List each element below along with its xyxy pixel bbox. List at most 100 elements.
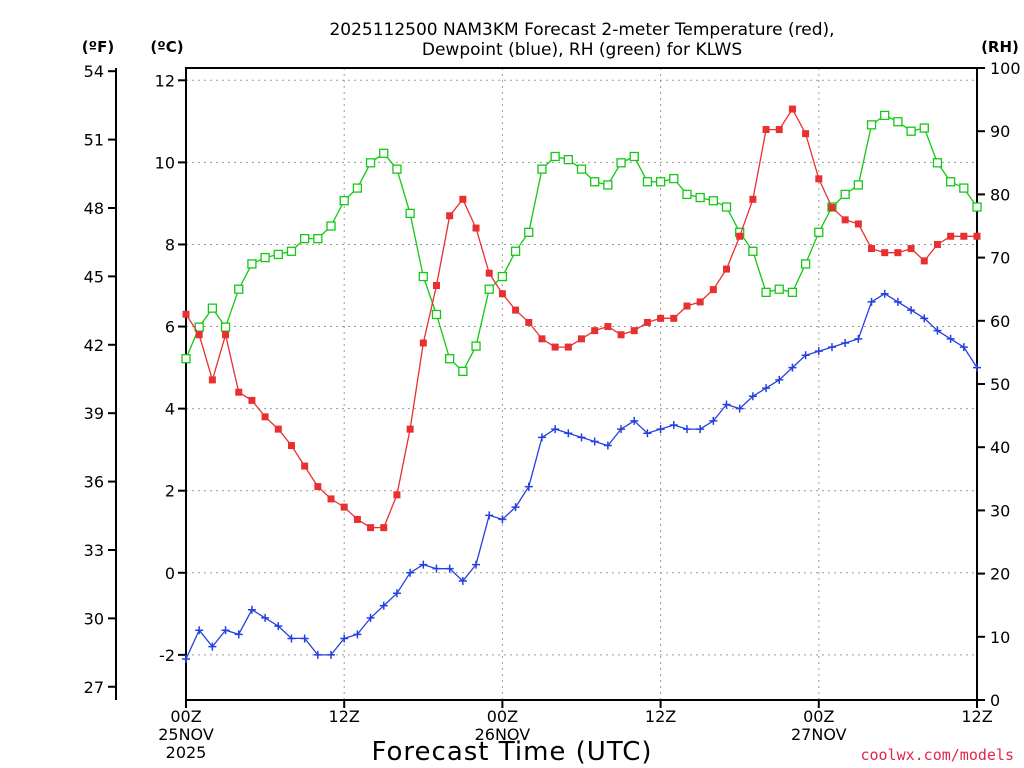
rh-point [880, 110, 890, 121]
rh-tick-label: 80 [990, 185, 1010, 204]
rh-point [207, 303, 218, 313]
dewpoint-point [406, 568, 415, 577]
temperature-point [643, 318, 651, 326]
dewpoint-point [287, 634, 296, 643]
rh-tick-label: 100 [990, 59, 1021, 78]
temperature-point [301, 462, 309, 470]
temperature-point [538, 335, 546, 343]
celsius-tick-label: -2 [159, 646, 175, 665]
temperature-point [933, 240, 941, 248]
temperature-point [380, 524, 388, 532]
dewpoint-point [498, 515, 507, 524]
temperature-point [208, 376, 216, 384]
dewpoint-point [485, 511, 494, 520]
dewpoint-point [959, 343, 968, 352]
rh-tick-label: 40 [990, 438, 1010, 457]
x-axis-title: Forecast Time (UTC) [371, 737, 652, 767]
rh-point [919, 123, 929, 133]
rh-series [181, 110, 982, 377]
rh-tick-label: 90 [990, 122, 1010, 141]
temperature-point [762, 126, 770, 134]
rh-point [537, 164, 547, 174]
temperature-point [960, 232, 968, 240]
rh-point [893, 117, 903, 127]
rh-point [642, 177, 653, 187]
rh-point [959, 183, 969, 193]
dewpoint-point [590, 437, 599, 446]
celsius-tick-label: 4 [165, 400, 175, 419]
temperature-point [670, 314, 678, 322]
fahrenheit-tick-label: 51 [84, 131, 104, 150]
rh-point [220, 322, 231, 332]
temperature-point [683, 302, 691, 310]
dewpoint-point [247, 605, 256, 614]
dewpoint-point [327, 650, 336, 659]
dewpoint-point [656, 425, 665, 434]
rh-tick-label: 70 [990, 249, 1010, 268]
rh-point [787, 287, 798, 298]
dewpoint-point [973, 363, 981, 372]
dewpoint-point [630, 416, 639, 425]
dewpoint-point [696, 425, 705, 434]
grid-lines [186, 68, 977, 700]
rh-point [273, 249, 283, 260]
rh-point [247, 259, 257, 269]
temperature-point [947, 232, 955, 240]
rh-tick-label: 50 [990, 375, 1010, 394]
time-tick-label: 12Z [961, 707, 992, 726]
chart-title: 2025112500 NAM3KM Forecast 2-meter Tempe… [329, 20, 834, 60]
rh-point [431, 309, 442, 320]
temperature-point [802, 130, 810, 138]
temperature-point [261, 413, 269, 421]
fahrenheit-tick-label: 30 [84, 609, 104, 628]
temperature-point [485, 269, 493, 277]
temperature-point [578, 335, 585, 343]
rh-point [510, 246, 521, 256]
rh-point [853, 180, 863, 190]
temperature-point [472, 224, 480, 232]
rh-point [748, 246, 758, 256]
chart-title-line-1: 2025112500 NAM3KM Forecast 2-meter Tempe… [329, 20, 834, 40]
dewpoint-point [419, 560, 428, 569]
rh-point [603, 180, 613, 190]
dewpoint-point [208, 642, 217, 651]
rh-line [185, 114, 978, 373]
rh-point [669, 173, 679, 184]
time-tick-label: 2025 [166, 743, 207, 762]
temperature-point [235, 388, 243, 396]
rh-point [313, 233, 323, 244]
rh-point [761, 287, 771, 298]
temperature-point [894, 249, 902, 257]
temperature-point [564, 343, 572, 351]
rh-point [260, 252, 270, 263]
fahrenheit-tick-label: 33 [84, 541, 104, 560]
dewpoint-point [617, 425, 626, 434]
rh-point [458, 366, 468, 377]
rh-point [234, 284, 244, 294]
rh-point [418, 271, 428, 282]
rh-point [445, 354, 455, 364]
temperature-point [709, 286, 717, 294]
rh-point [286, 246, 297, 256]
dewpoint-point [366, 613, 375, 622]
temperature-point [446, 212, 454, 220]
celsius-tick-label: 8 [165, 235, 175, 254]
rh-point [563, 154, 573, 165]
dewpoint-point [577, 433, 586, 442]
rh-point [932, 158, 943, 168]
rh-tick-label: 30 [990, 501, 1010, 520]
rh-point [352, 183, 363, 193]
fahrenheit-tick-label: 39 [84, 404, 104, 423]
dewpoint-point [682, 425, 691, 434]
temperature-point [222, 331, 230, 339]
celsius-tick-label: 0 [165, 564, 175, 583]
dewpoint-point [603, 441, 612, 450]
temperature-point [657, 314, 665, 322]
rh-point [576, 164, 587, 174]
dewpoint-point [867, 297, 876, 306]
temperature-point [314, 483, 322, 491]
celsius-tick-label: 2 [165, 482, 175, 501]
temperature-point [630, 327, 638, 335]
fahrenheit-tick-label: 27 [84, 678, 104, 697]
